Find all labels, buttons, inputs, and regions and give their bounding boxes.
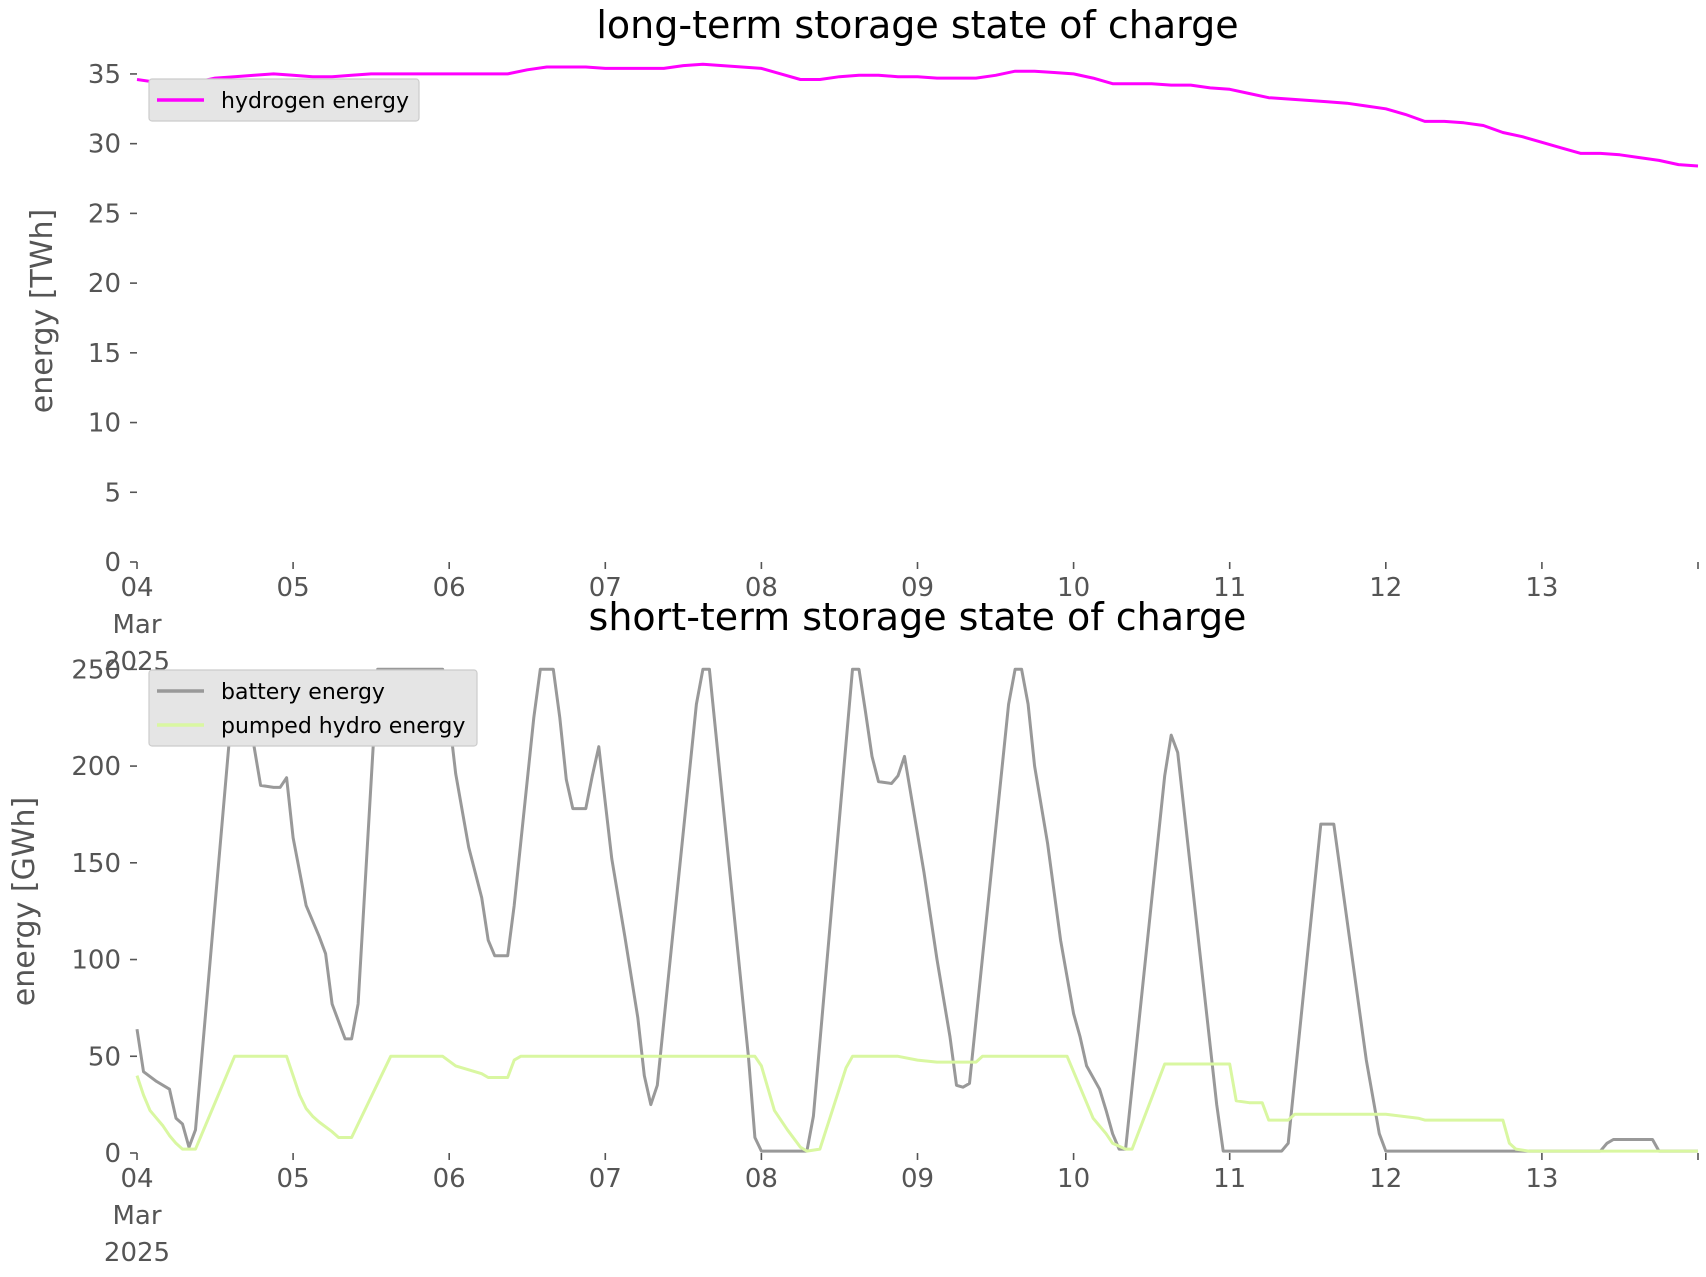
x-tick-label: 13 [1525,573,1558,603]
y-tick-label: 150 [71,849,121,879]
y-tick-label: 15 [88,339,121,369]
x-tick-label: 09 [901,1164,934,1194]
y-axis-ticks: 0 50 100 150 200 250 [71,655,137,1169]
y-tick-label: 5 [104,478,121,508]
y-tick-label: 50 [88,1042,121,1072]
x-tick-label: 08 [745,1164,778,1194]
legend-label: battery energy [221,680,385,705]
x-tick-label: 2025 [104,1238,170,1268]
y-axis-ticks: 0 5 10 15 20 25 30 35 [88,60,137,578]
y-tick-label: 0 [104,548,121,578]
x-tick-label: Mar [112,610,161,640]
x-tick-label: 13 [1525,1164,1558,1194]
y-axis-label-gwh: energy [GWh] [7,797,42,1006]
x-tick-label: 11 [1213,573,1246,603]
y-tick-label: 10 [88,409,121,439]
y-tick-label: 25 [88,199,121,229]
legend-label: pumped hydro energy [221,714,465,739]
legend-box [148,669,478,747]
legend: battery energy pumped hydro energy [148,669,478,747]
chart-title-long-term: long-term storage state of charge [596,3,1238,47]
x-tick-label: 12 [1369,573,1402,603]
chart-title-short-term: short-term storage state of charge [589,595,1247,639]
x-tick-label: 06 [433,573,466,603]
x-tick-label: 09 [901,573,934,603]
y-axis-label-twh: energy [TWh] [25,209,60,413]
series-lines [136,62,1699,168]
x-tick-label: 11 [1213,1164,1246,1194]
x-tick-label: 05 [277,1164,310,1194]
x-tick-label: 10 [1057,1164,1090,1194]
y-tick-label: 35 [88,60,121,90]
x-tick-label: 07 [589,1164,622,1194]
series-lines [135,667,1698,1153]
y-tick-label: 250 [71,655,121,685]
legend: hydrogen energy [148,78,420,122]
x-tick-label: 12 [1369,1164,1402,1194]
series-line-battery-energy [135,667,1698,1153]
x-tick-label: 08 [745,573,778,603]
y-tick-label: 20 [88,269,121,299]
x-tick-label: 04 [120,1164,153,1194]
y-tick-label: 30 [88,130,121,160]
x-tick-label: 06 [433,1164,466,1194]
y-tick-label: 0 [104,1139,121,1169]
short-term-storage-chart: short-term storage state of charge energ… [7,595,1699,1268]
x-tick-label: 05 [277,573,310,603]
x-axis-ticks: 04 Mar 2025 05 06 07 08 09 10 11 12 13 [104,1153,1699,1268]
x-tick-label: 07 [589,573,622,603]
legend-label: hydrogen energy [221,89,409,114]
y-tick-label: 100 [71,946,121,976]
series-line-hydrogen-energy [136,62,1699,168]
y-tick-label: 200 [71,752,121,782]
legend-box [148,78,420,122]
x-tick-label: 04 [120,573,153,603]
series-line-pumped-hydro-energy [135,1054,1698,1153]
long-term-storage-chart: long-term storage state of charge energy… [25,3,1699,677]
x-tick-label: 10 [1057,573,1090,603]
x-tick-label: Mar [112,1201,161,1231]
